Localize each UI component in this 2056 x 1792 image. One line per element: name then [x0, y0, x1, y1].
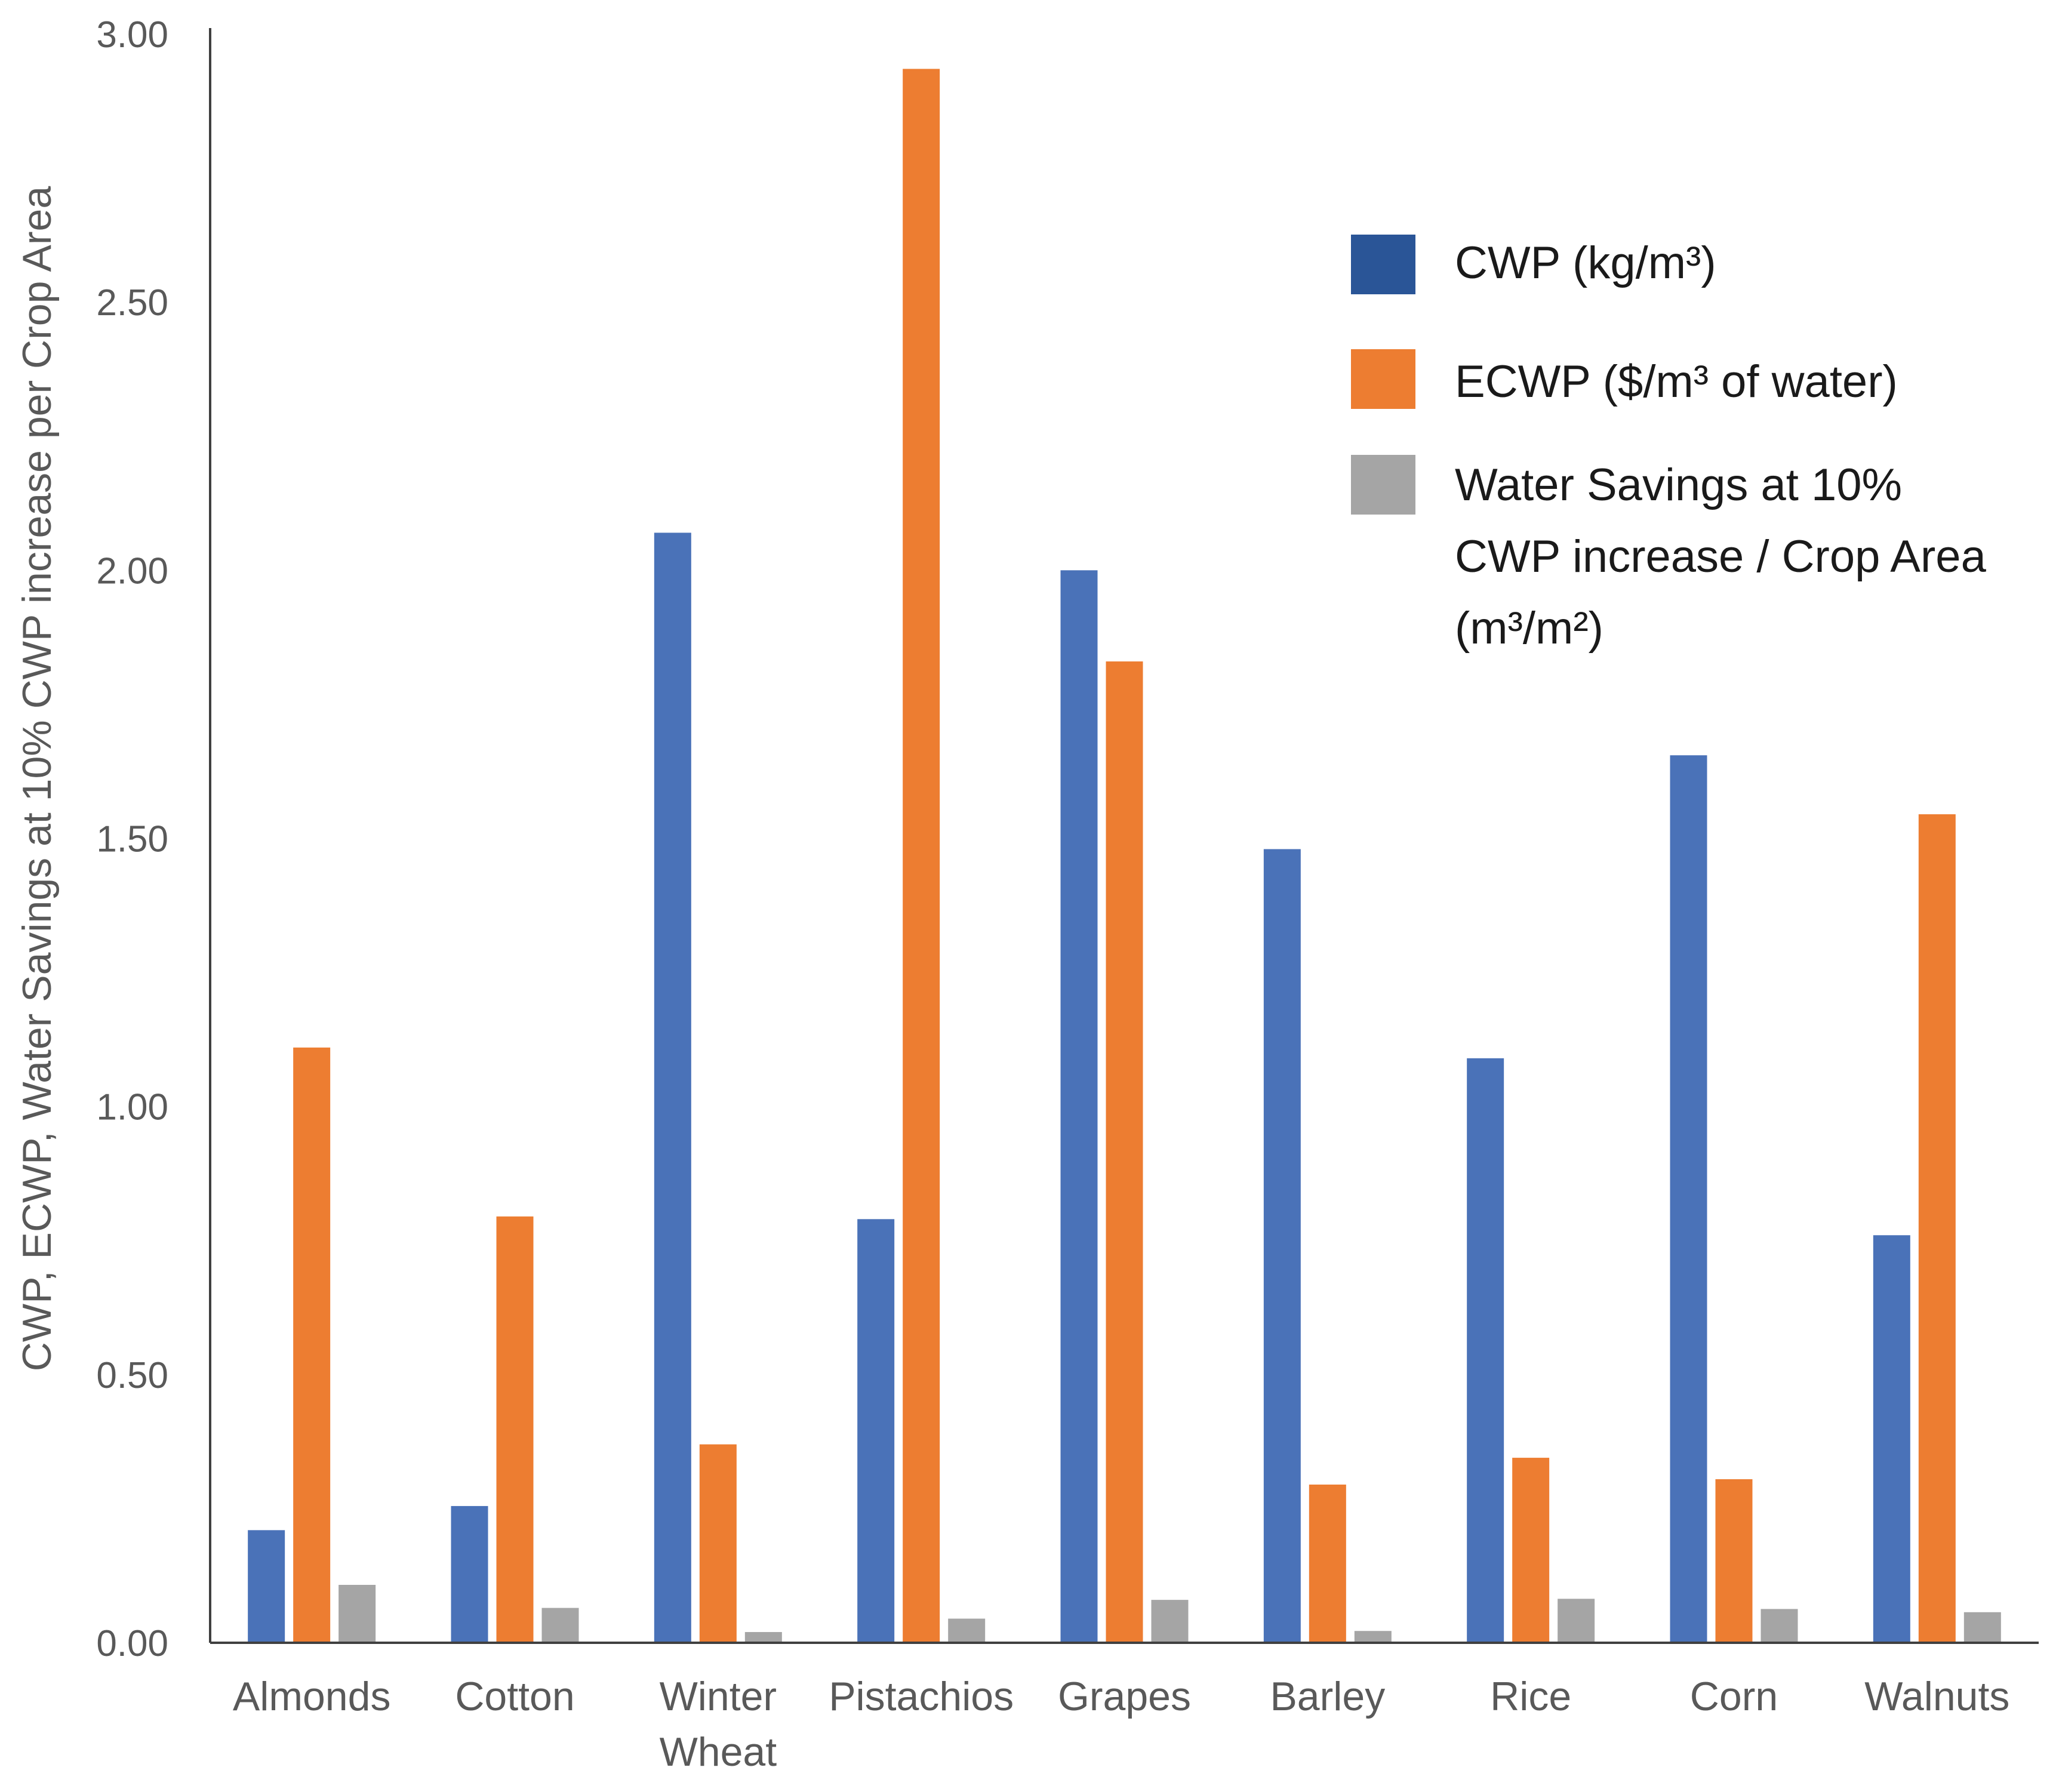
x-category-label: Corn [1690, 1674, 1778, 1719]
bar-series-1-cat-3 [654, 532, 691, 1643]
bar-series-1-cat-9 [1873, 1235, 1910, 1643]
bar-series-3-cat-6 [1354, 1631, 1392, 1643]
x-category-label: Rice [1490, 1674, 1571, 1719]
y-tick-label: 1.50 [96, 819, 168, 860]
bar-series-3-cat-5 [1151, 1600, 1189, 1643]
bar-series-2-cat-4 [903, 69, 940, 1643]
bar-series-2-cat-7 [1512, 1458, 1550, 1643]
axes-layer: 0.00 0.50 1.00 1.50 2.00 2.50 3.00 Almonds Cotto… [14, 14, 2039, 1775]
x-category-label: Almonds [233, 1674, 391, 1719]
bar-series-1-cat-1 [248, 1530, 285, 1643]
bar-series-2-cat-2 [496, 1216, 534, 1643]
legend-label-3: Water Savings at 10% CWP increase / Crop … [1455, 460, 1987, 654]
bar-series-3-cat-2 [541, 1608, 579, 1643]
legend-label-2: ECWP ($/m³ of water) [1455, 356, 1898, 407]
y-axis-title: CWP, ECWP, Water Savings at 10% CWP incr… [14, 186, 60, 1372]
bar-series-1-cat-6 [1263, 849, 1301, 1643]
legend-swatch-1 [1351, 235, 1415, 294]
y-tick-label: 0.00 [96, 1623, 168, 1664]
bar-series-1-cat-5 [1060, 570, 1098, 1643]
bar-series-3-cat-7 [1558, 1599, 1595, 1643]
bar-series-2-cat-1 [293, 1047, 331, 1643]
x-category-label: Winter Wheat [660, 1674, 777, 1775]
bar-series-3-cat-8 [1760, 1609, 1798, 1643]
x-category-label: Grapes [1058, 1674, 1191, 1719]
bar-series-2-cat-9 [1918, 814, 1956, 1643]
bars-layer [248, 69, 2001, 1643]
legend-swatch-3 [1351, 455, 1415, 515]
bar-series-1-cat-2 [451, 1505, 488, 1643]
legend-label-1: CWP (kg/m³) [1455, 238, 1716, 288]
bar-series-2-cat-6 [1309, 1484, 1346, 1643]
bar-series-2-cat-5 [1106, 661, 1143, 1643]
bar-series-3-cat-1 [338, 1584, 376, 1643]
legend: CWP (kg/m³) ECWP ($/m³ of water) Water Sav… [1351, 235, 1987, 654]
y-tick-label: 0.50 [96, 1355, 168, 1396]
bar-series-3-cat-9 [1963, 1612, 2001, 1643]
bar-series-2-cat-8 [1715, 1479, 1753, 1643]
bar-series-3-cat-4 [948, 1618, 986, 1643]
bar-series-3-cat-3 [744, 1632, 782, 1643]
x-category-label: Barley [1270, 1674, 1385, 1719]
y-tick-label: 2.50 [96, 282, 168, 324]
bar-series-2-cat-3 [699, 1444, 737, 1643]
y-tick-label: 3.00 [96, 14, 168, 56]
x-category-label: Pistachios [829, 1674, 1014, 1719]
x-category-label: Cotton [455, 1674, 574, 1719]
y-tick-label: 1.00 [96, 1087, 168, 1128]
bar-series-1-cat-4 [857, 1219, 895, 1643]
bar-series-1-cat-7 [1467, 1058, 1504, 1643]
x-category-label: Walnuts [1864, 1674, 2009, 1719]
legend-swatch-2 [1351, 349, 1415, 409]
bar-series-1-cat-8 [1670, 755, 1707, 1643]
y-tick-label: 2.00 [96, 550, 168, 592]
